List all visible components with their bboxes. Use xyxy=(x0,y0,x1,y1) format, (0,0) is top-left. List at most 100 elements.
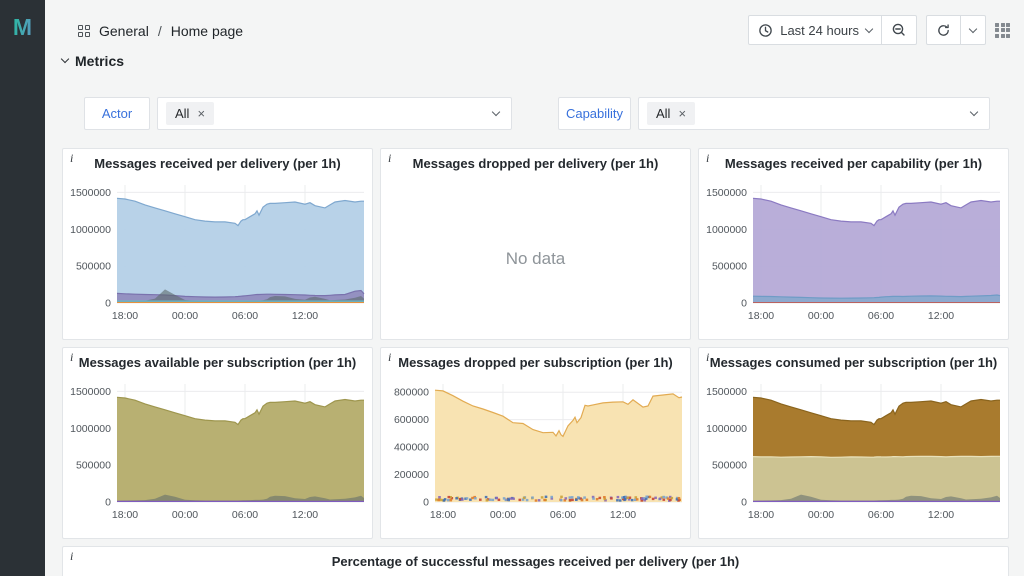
svg-text:1000000: 1000000 xyxy=(70,423,111,435)
clock-icon xyxy=(758,23,773,38)
svg-text:500000: 500000 xyxy=(712,261,747,273)
panel-messages-received-per-delivery: i Messages received per delivery (per 1h… xyxy=(62,148,373,340)
refresh-interval-button[interactable] xyxy=(960,15,986,45)
panel-title[interactable]: Messages available per subscription (per… xyxy=(63,355,372,370)
svg-text:12:00: 12:00 xyxy=(292,310,318,322)
time-range-label: Last 24 hours xyxy=(780,23,859,38)
panel-info-icon[interactable]: i xyxy=(388,151,391,166)
svg-text:1000000: 1000000 xyxy=(706,423,747,435)
panel-info-icon[interactable]: i xyxy=(706,151,709,166)
svg-text:06:00: 06:00 xyxy=(868,310,894,322)
svg-text:0: 0 xyxy=(741,298,747,310)
no-data-message: No data xyxy=(381,249,690,269)
panel-info-icon[interactable]: i xyxy=(70,549,73,564)
panel-info-icon[interactable]: i xyxy=(70,151,73,166)
svg-text:12:00: 12:00 xyxy=(610,509,636,521)
zoom-out-button[interactable] xyxy=(881,15,917,45)
svg-text:200000: 200000 xyxy=(394,469,429,481)
panel-percentage-successful-messages: i Percentage of successful messages rece… xyxy=(62,546,1009,576)
svg-text:12:00: 12:00 xyxy=(292,509,318,521)
filter-chip: All × xyxy=(166,102,214,125)
filter-dropdown-capability[interactable]: All × xyxy=(638,97,990,130)
svg-text:1500000: 1500000 xyxy=(70,386,111,398)
svg-text:400000: 400000 xyxy=(394,442,429,454)
svg-text:00:00: 00:00 xyxy=(172,310,198,322)
magnifier-minus-icon xyxy=(891,22,907,38)
svg-text:12:00: 12:00 xyxy=(928,509,954,521)
filter-chip: All × xyxy=(647,102,695,125)
svg-text:00:00: 00:00 xyxy=(808,509,834,521)
filter-chip-value: All xyxy=(656,106,670,121)
panel-title[interactable]: Messages consumed per subscription (per … xyxy=(699,355,1008,370)
panel-info-icon[interactable]: i xyxy=(706,350,709,365)
dashboard-icon xyxy=(78,25,90,37)
sidebar: M xyxy=(0,0,45,576)
chevron-down-icon xyxy=(970,108,978,116)
svg-text:0: 0 xyxy=(741,497,747,509)
svg-text:06:00: 06:00 xyxy=(232,310,258,322)
metrics-section-title: Metrics xyxy=(75,53,124,69)
svg-text:18:00: 18:00 xyxy=(430,509,456,521)
svg-text:00:00: 00:00 xyxy=(490,509,516,521)
svg-text:12:00: 12:00 xyxy=(928,310,954,322)
svg-text:0: 0 xyxy=(105,298,111,310)
filter-label-capability: Capability xyxy=(558,97,631,130)
svg-text:800000: 800000 xyxy=(394,387,429,399)
svg-text:0: 0 xyxy=(423,497,429,509)
svg-text:1000000: 1000000 xyxy=(706,224,747,236)
panel-messages-dropped-per-subscription: i Messages dropped per subscription (per… xyxy=(380,347,691,539)
refresh-button[interactable] xyxy=(926,15,961,45)
panel-title[interactable]: Messages dropped per subscription (per 1… xyxy=(381,355,690,370)
area-chart[interactable]: 0 200000 400000 600000 800000 18:00 00:00 06:00… xyxy=(385,376,688,528)
svg-text:1000000: 1000000 xyxy=(70,224,111,236)
area-chart[interactable]: 05000001000000150000018:0000:0006:0012:0… xyxy=(703,177,1006,329)
chip-remove-icon[interactable]: × xyxy=(678,107,686,120)
svg-text:500000: 500000 xyxy=(712,460,747,472)
svg-text:1500000: 1500000 xyxy=(706,187,747,199)
panel-messages-available-per-subscription: i Messages available per subscription (p… xyxy=(62,347,373,539)
svg-text:06:00: 06:00 xyxy=(232,509,258,521)
svg-text:06:00: 06:00 xyxy=(868,509,894,521)
metrics-section-toggle[interactable]: Metrics xyxy=(62,53,124,69)
svg-text:00:00: 00:00 xyxy=(808,310,834,322)
svg-text:500000: 500000 xyxy=(76,460,111,472)
panel-title[interactable]: Messages received per delivery (per 1h) xyxy=(63,156,372,171)
chip-remove-icon[interactable]: × xyxy=(197,107,205,120)
header-controls: Last 24 hours xyxy=(748,15,1010,45)
panel-info-icon[interactable]: i xyxy=(388,350,391,365)
chevron-down-icon xyxy=(865,24,873,32)
svg-text:1500000: 1500000 xyxy=(706,386,747,398)
svg-text:1500000: 1500000 xyxy=(70,187,111,199)
area-chart[interactable]: 0 500000 1000000 1500000 18:00 00:00 06:00 12:0… xyxy=(67,177,370,329)
svg-text:500000: 500000 xyxy=(76,261,111,273)
svg-text:18:00: 18:00 xyxy=(112,310,138,322)
panel-title[interactable]: Percentage of successful messages receiv… xyxy=(63,554,1008,569)
apps-grid-icon[interactable] xyxy=(995,23,1010,38)
svg-text:600000: 600000 xyxy=(394,414,429,426)
chevron-down-icon xyxy=(492,108,500,116)
breadcrumb-section[interactable]: General xyxy=(99,23,149,39)
svg-text:0: 0 xyxy=(105,497,111,509)
time-range-button[interactable]: Last 24 hours xyxy=(748,15,882,45)
refresh-icon xyxy=(936,23,951,38)
filter-dropdown-actor[interactable]: All × xyxy=(157,97,512,130)
panel-messages-dropped-per-delivery: i Messages dropped per delivery (per 1h)… xyxy=(380,148,691,340)
area-chart[interactable]: 0 500000 1000000 1500000 18:00 00:00 06:00 12:0… xyxy=(703,376,1006,528)
breadcrumb-separator: / xyxy=(158,23,162,39)
panel-info-icon[interactable]: i xyxy=(70,350,73,365)
panel-title[interactable]: Messages dropped per delivery (per 1h) xyxy=(381,156,690,171)
svg-text:06:00: 06:00 xyxy=(550,509,576,521)
svg-text:18:00: 18:00 xyxy=(112,509,138,521)
time-picker-group: Last 24 hours xyxy=(748,15,917,45)
chevron-down-icon xyxy=(969,24,977,32)
breadcrumb-page[interactable]: Home page xyxy=(171,23,243,39)
svg-text:18:00: 18:00 xyxy=(748,509,774,521)
svg-text:00:00: 00:00 xyxy=(172,509,198,521)
panel-messages-consumed-per-subscription: i Messages consumed per subscription (pe… xyxy=(698,347,1009,539)
filter-chip-value: All xyxy=(175,106,189,121)
panel-title[interactable]: Messages received per capability (per 1h… xyxy=(699,156,1008,171)
area-chart[interactable]: 0 500000 1000000 1500000 18:00 00:00 06:00 12:0… xyxy=(67,376,370,528)
chevron-down-icon xyxy=(61,55,69,63)
refresh-group xyxy=(926,15,986,45)
app-logo[interactable]: M xyxy=(0,14,45,41)
